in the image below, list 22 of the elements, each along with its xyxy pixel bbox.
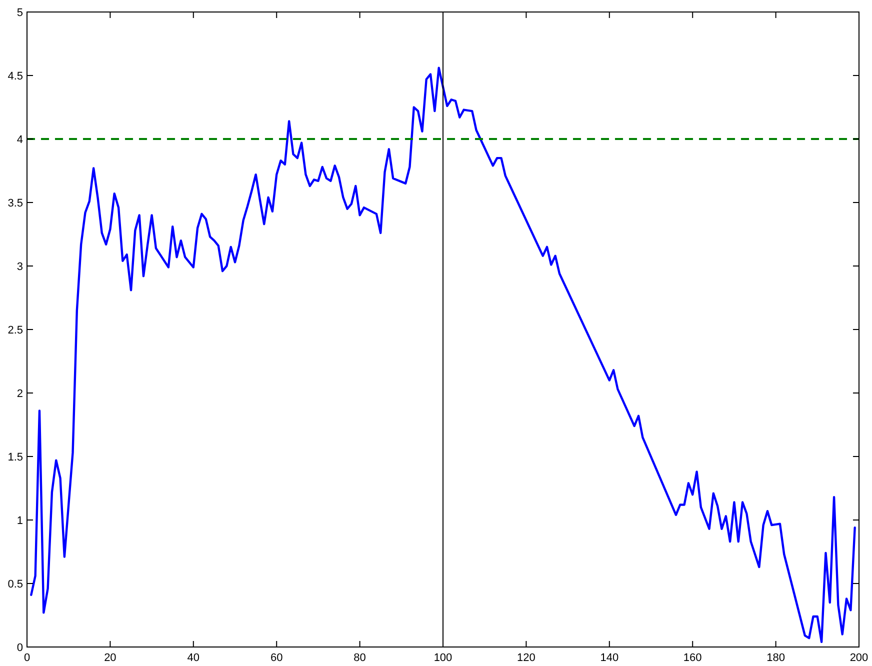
y-tick-label: 1 — [16, 515, 23, 527]
y-tick-label: 3 — [16, 261, 23, 273]
x-tick-label: 200 — [850, 652, 868, 664]
x-tick-label: 80 — [354, 652, 366, 664]
y-tick-label: 4 — [16, 134, 23, 146]
x-tick-label: 20 — [104, 652, 116, 664]
y-tick-label: 0.5 — [8, 578, 23, 590]
y-tick-label: 3.5 — [8, 198, 23, 210]
y-tick-label: 0 — [16, 642, 23, 654]
x-tick-label: 40 — [187, 652, 200, 664]
x-tick-label: 180 — [766, 652, 785, 664]
y-tick-label: 2 — [16, 388, 23, 400]
y-tick-label: 1.5 — [8, 452, 23, 464]
x-tick-label: 120 — [517, 652, 536, 664]
y-tick-label: 4.5 — [8, 70, 23, 82]
x-tick-label: 140 — [600, 652, 619, 664]
y-tick-label: 5 — [16, 7, 23, 19]
line-series — [30, 66, 856, 644]
x-tick-label: 160 — [683, 652, 702, 664]
y-tick-label: 2.5 — [8, 324, 23, 336]
x-tick-label: 100 — [434, 652, 452, 664]
x-tick-label: 60 — [270, 652, 283, 664]
